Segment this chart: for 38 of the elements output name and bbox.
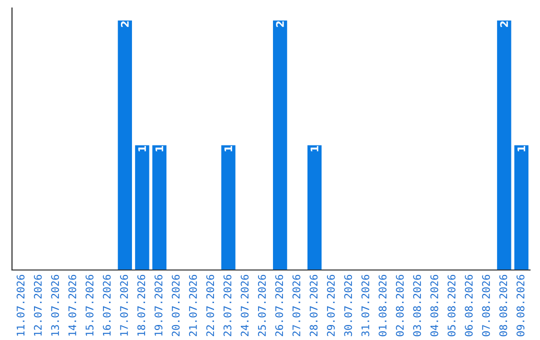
x-tick-label: 11.07.2026 [16, 274, 25, 336]
x-tick-label: 12.07.2026 [34, 274, 42, 336]
x-tick-label: 20.07.2026 [172, 274, 180, 336]
data-label: 2 [120, 21, 129, 27]
x-tick-label: 09.08.2026 [516, 274, 524, 336]
x-tick-label: 08.08.2026 [499, 274, 508, 336]
x-tick-label: 01.08.2026 [378, 274, 387, 336]
x-tick-label: 25.07.2026 [258, 274, 266, 336]
x-tick-label: 22.07.2026 [206, 274, 214, 336]
x-tick-label: 05.08.2026 [448, 274, 456, 336]
x-tick-label: 02.08.2026 [396, 274, 404, 336]
x-tick-label: 30.07.2026 [344, 274, 352, 336]
data-label: 1 [156, 146, 164, 152]
x-tick-label: 29.07.2026 [326, 274, 335, 336]
x-tick-label: 16.07.2026 [102, 274, 111, 336]
x-tick-label: 07.08.2026 [482, 274, 490, 336]
data-label: 1 [224, 146, 232, 152]
x-tick-label: 27.07.2026 [292, 274, 300, 336]
data-label: 1 [310, 146, 318, 152]
x-tick-label: 28.07.2026 [310, 274, 318, 336]
x-tick-label: 14.07.2026 [68, 274, 76, 336]
data-label: 1 [518, 146, 526, 152]
x-tick-label: 04.08.2026 [430, 274, 438, 336]
x-tick-label: 03.08.2026 [413, 274, 422, 336]
data-label: 2 [276, 21, 284, 27]
x-tick-label: 17.07.2026 [120, 274, 128, 336]
x-tick-label: 19.07.2026 [154, 274, 162, 336]
x-tick-label: 23.07.2026 [224, 274, 232, 336]
x-tick-label: 21.07.2026 [189, 274, 197, 336]
data-label: 1 [138, 146, 146, 152]
x-tick-label: 13.07.2026 [51, 274, 60, 336]
x-tick-label: 31.07.2026 [361, 274, 370, 336]
data-label: 2 [500, 21, 508, 27]
x-tick-label: 24.07.2026 [240, 274, 249, 336]
x-tick-label: 15.07.2026 [86, 274, 94, 336]
x-tick-label: 18.07.2026 [137, 274, 146, 336]
x-tick-label: 06.08.2026 [464, 274, 473, 336]
x-tick-label: 26.07.2026 [275, 274, 284, 336]
